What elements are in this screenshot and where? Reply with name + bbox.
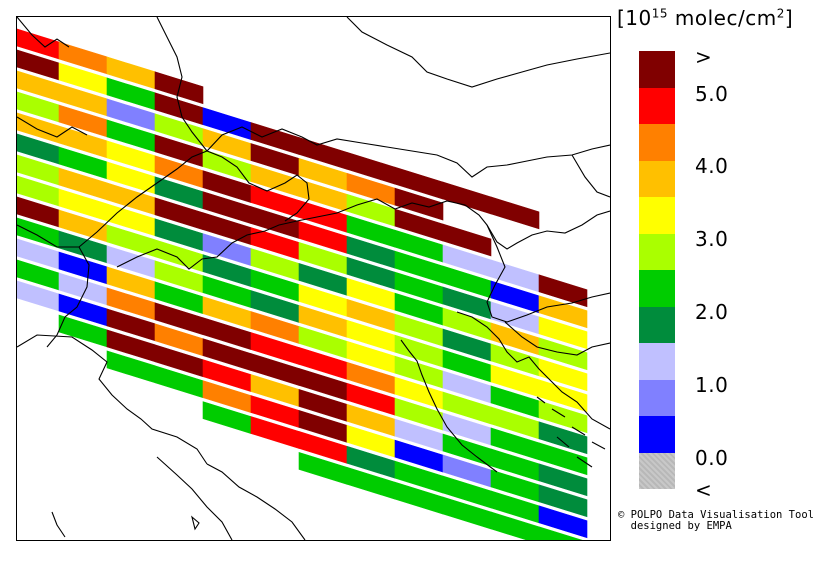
border-lux xyxy=(17,17,70,48)
color-scale-box xyxy=(639,379,675,416)
swath-cell xyxy=(538,316,588,350)
scale-label-4: 4.0 xyxy=(695,154,729,178)
border-italy-alps xyxy=(116,198,610,270)
credit-line-2: designed by EMPA xyxy=(618,520,732,532)
color-scale-box xyxy=(639,160,675,197)
color-scale-box xyxy=(639,197,675,234)
scale-label-above: > xyxy=(695,45,713,69)
island-elba xyxy=(191,515,200,531)
swath-cell xyxy=(538,400,588,434)
map-panel xyxy=(16,16,611,541)
color-scale-box xyxy=(639,452,675,489)
swath-cell xyxy=(490,196,540,230)
credit-line-1: © POLPO Data Visualisation Tool xyxy=(618,509,813,521)
coastline-venice xyxy=(400,339,498,473)
swath-map xyxy=(17,17,610,540)
color-scale-box xyxy=(639,87,675,124)
unit-label: [1015 molec/cm2] xyxy=(617,6,794,30)
color-scale-bar xyxy=(639,51,675,489)
color-scale-box xyxy=(639,270,675,307)
credit-text: © POLPO Data Visualisation Tool designed… xyxy=(618,510,813,532)
swath-layer xyxy=(17,28,588,540)
swath-cell xyxy=(442,223,492,257)
swath-cell xyxy=(538,463,588,497)
swath-cell xyxy=(538,526,583,540)
color-scale-box xyxy=(639,416,675,453)
swath-cell xyxy=(538,484,588,518)
coastline-istria xyxy=(456,311,610,430)
swath-cell xyxy=(538,379,588,413)
scale-label-1: 1.0 xyxy=(695,373,729,397)
swath-cell xyxy=(538,505,588,539)
color-scale-box xyxy=(639,51,675,88)
border-france xyxy=(17,224,90,348)
swath-cell xyxy=(538,442,588,476)
swath-cell xyxy=(538,337,588,371)
scale-label-below: < xyxy=(695,478,713,502)
coastline-ligurian xyxy=(17,334,208,465)
color-scale-box xyxy=(639,124,675,161)
islands-dalmatia xyxy=(536,396,606,468)
swath-cell xyxy=(442,181,492,215)
swath-cell xyxy=(538,358,588,392)
color-scale-box xyxy=(639,306,675,343)
color-scale-box xyxy=(639,343,675,380)
country-borders xyxy=(17,17,610,540)
scale-label-3: 3.0 xyxy=(695,227,729,251)
color-scale-box xyxy=(639,233,675,270)
border-czech xyxy=(346,17,610,88)
border-austria xyxy=(206,126,610,178)
swath-cell xyxy=(538,295,588,329)
border-croatia xyxy=(504,321,610,356)
border-hungary xyxy=(571,154,610,198)
border-switzerland xyxy=(78,150,310,248)
border-germany xyxy=(156,17,208,152)
swath-cell xyxy=(538,421,588,455)
coastline-adriatic-west xyxy=(206,463,306,540)
swath-cell xyxy=(490,511,540,540)
coastline-tyrrhenian xyxy=(156,456,233,540)
corsica-tip xyxy=(51,511,66,538)
scale-label-0: 0.0 xyxy=(695,446,729,470)
scale-label-2: 2.0 xyxy=(695,300,729,324)
swath-cell xyxy=(538,274,588,308)
scale-label-5: 5.0 xyxy=(695,82,729,106)
border-pyrenees xyxy=(17,116,88,138)
border-slovenia xyxy=(486,224,610,323)
